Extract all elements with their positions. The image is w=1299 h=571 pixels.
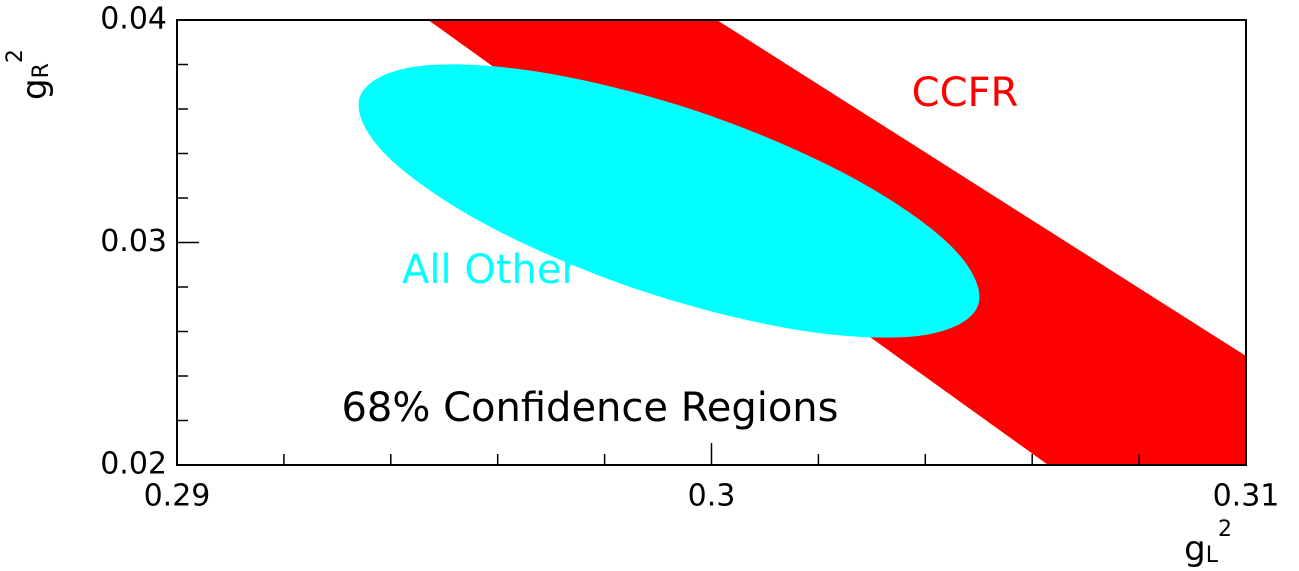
region-label: CCFR <box>912 70 1019 116</box>
y-label-base: g <box>15 78 55 100</box>
x-axis-label: gL2 <box>1184 517 1232 569</box>
confidence-region <box>358 64 980 338</box>
annotation: 68% Confidence Regions <box>341 385 838 431</box>
x-tick-label: 0.3 <box>688 479 736 514</box>
y-tick-label: 0.04 <box>100 2 167 37</box>
x-label-sub: L <box>1206 543 1219 568</box>
x-label-sup: 2 <box>1218 517 1232 542</box>
region-label: All Other <box>402 247 578 293</box>
y-tick-label: 0.03 <box>100 224 167 259</box>
x-label-base: g <box>1184 529 1206 569</box>
y-label-sup: 2 <box>3 49 28 63</box>
plot-area <box>358 20 1246 465</box>
x-tick-label: 0.29 <box>144 479 211 514</box>
y-label-sub: R <box>29 63 54 78</box>
y-tick-label: 0.02 <box>100 447 167 482</box>
x-tick-label: 0.31 <box>1213 479 1280 514</box>
y-axis-label: gR2 <box>3 49 55 100</box>
